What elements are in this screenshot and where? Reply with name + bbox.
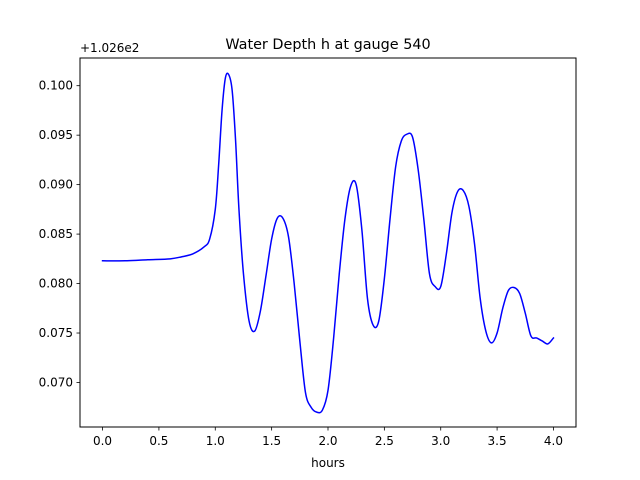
y-tick-label: 0.090 [39, 178, 73, 192]
plot-area [80, 58, 576, 427]
x-tick-label: 0.5 [149, 434, 168, 448]
chart-title: Water Depth h at gauge 540 [225, 37, 430, 53]
x-tick-label: 0.0 [93, 434, 112, 448]
plot-frame [79, 57, 577, 428]
series-line [101, 72, 555, 414]
x-tick-label: 2.5 [375, 434, 394, 448]
ticks-layer: 0.0 0.5 1.0 1.5 2.0 2.5 3.0 3.5 4.0 0.070 0.075 0.0… [39, 79, 563, 448]
y-tick-label: 0.085 [39, 227, 73, 241]
x-tick-label: 3.5 [488, 434, 507, 448]
x-tick-label: 2.0 [318, 434, 337, 448]
x-tick-label: 1.5 [262, 434, 281, 448]
x-axis-label: hours [311, 456, 345, 470]
y-tick-label: 0.095 [39, 128, 73, 142]
x-tick-label: 4.0 [544, 434, 563, 448]
x-tick-label: 3.0 [431, 434, 450, 448]
y-tick-label: 0.080 [39, 277, 73, 291]
series-layer [101, 72, 555, 414]
y-tick-label: 0.070 [39, 375, 73, 389]
y-tick-label: 0.100 [39, 79, 73, 93]
x-tick-label: 1.0 [206, 434, 225, 448]
y-tick-label: 0.075 [39, 326, 73, 340]
y-offset-label: +1.026e2 [80, 41, 139, 55]
